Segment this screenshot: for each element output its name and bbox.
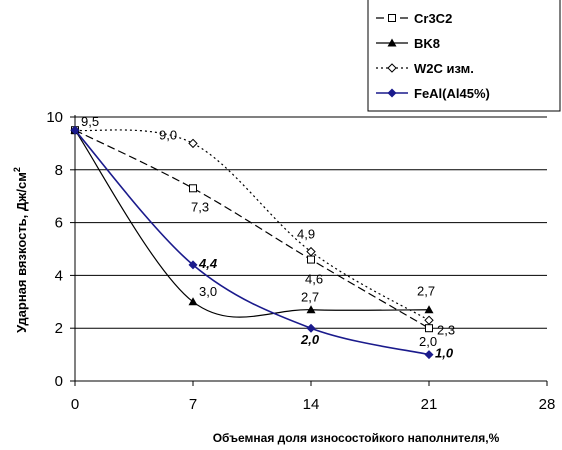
x-tick-label: 0 <box>71 396 79 413</box>
x-tick-label: 28 <box>539 396 556 413</box>
series-2-point-2 <box>306 246 316 257</box>
y-tick-label: 8 <box>55 162 63 179</box>
series-1-point-2 <box>306 305 316 314</box>
series-2-point-1 <box>188 138 198 149</box>
series-1-point-1 <box>188 297 198 306</box>
series-0-point-1 <box>189 184 197 193</box>
series-line-0 <box>74 129 430 329</box>
axes <box>70 115 548 386</box>
data-label: 3,0 <box>199 284 217 299</box>
legend-marker-1 <box>387 38 397 47</box>
series-3-point-1 <box>188 260 198 270</box>
data-label: 2,0 <box>300 332 320 347</box>
y-tick-label: 4 <box>55 267 63 284</box>
series-0-point-3 <box>425 324 433 333</box>
series-3-point-0 <box>70 125 80 135</box>
data-label: 1,0 <box>435 346 454 361</box>
legend-marker-0 <box>388 14 396 22</box>
y-axis-title-text: Ударная вязкость, Дж/см <box>14 172 29 333</box>
legend-label: Cr3C2 <box>414 11 452 26</box>
legend-label: BK8 <box>414 36 440 51</box>
data-label: 2,7 <box>301 290 319 305</box>
x-tick-label: 21 <box>421 396 438 413</box>
legend: Cr3C2 BK8 W2C изм. FeAl(Al45%) <box>367 0 561 112</box>
data-label: 9,0 <box>159 127 177 142</box>
legend-marker-3 <box>387 88 397 98</box>
x-tick-label: 14 <box>303 396 320 413</box>
series-0-point-2 <box>307 255 315 264</box>
series-layer <box>70 125 434 360</box>
series-3-point-2 <box>306 323 316 333</box>
series-line-3 <box>74 129 430 356</box>
y-tick-label: 2 <box>55 320 63 337</box>
legend-label: FeAl(Al45%) <box>414 86 490 101</box>
legend-marker-2 <box>387 63 397 73</box>
data-label: 4,9 <box>297 227 315 242</box>
series-line-1 <box>74 129 430 318</box>
data-label: 2,7 <box>417 284 435 299</box>
data-label: 9,5 <box>81 114 99 129</box>
x-tick-label: 7 <box>189 396 197 413</box>
x-axis-title: Объемная доля износостойкого наполнителя… <box>213 431 500 445</box>
data-label: 2,3 <box>437 322 455 337</box>
data-label: 2,0 <box>419 334 437 349</box>
y-tick-label: 0 <box>55 373 63 390</box>
legend-label: W2C изм. <box>414 61 474 76</box>
data-label: 4,4 <box>198 256 218 271</box>
data-label: 4,6 <box>305 272 323 287</box>
y-tick-label: 6 <box>55 215 63 232</box>
series-3-point-3 <box>424 350 434 360</box>
data-label: 7,3 <box>191 199 209 214</box>
y-axis-title: Ударная вязкость, Дж/см2 <box>12 167 29 333</box>
y-tick-label: 10 <box>46 109 63 126</box>
series-1-point-3 <box>424 305 434 314</box>
tick-labels: 0 7 14 21 28 0 2 4 6 8 10 <box>46 109 555 413</box>
gridlines <box>75 116 547 329</box>
data-labels: 7,34,62,03,0 2,7 2,79,59,04,92,34,42,01,0 <box>81 114 455 360</box>
series-2-point-3 <box>424 315 434 325</box>
y-axis-title-sup: 2 <box>12 167 22 172</box>
series-line-2 <box>74 129 430 321</box>
